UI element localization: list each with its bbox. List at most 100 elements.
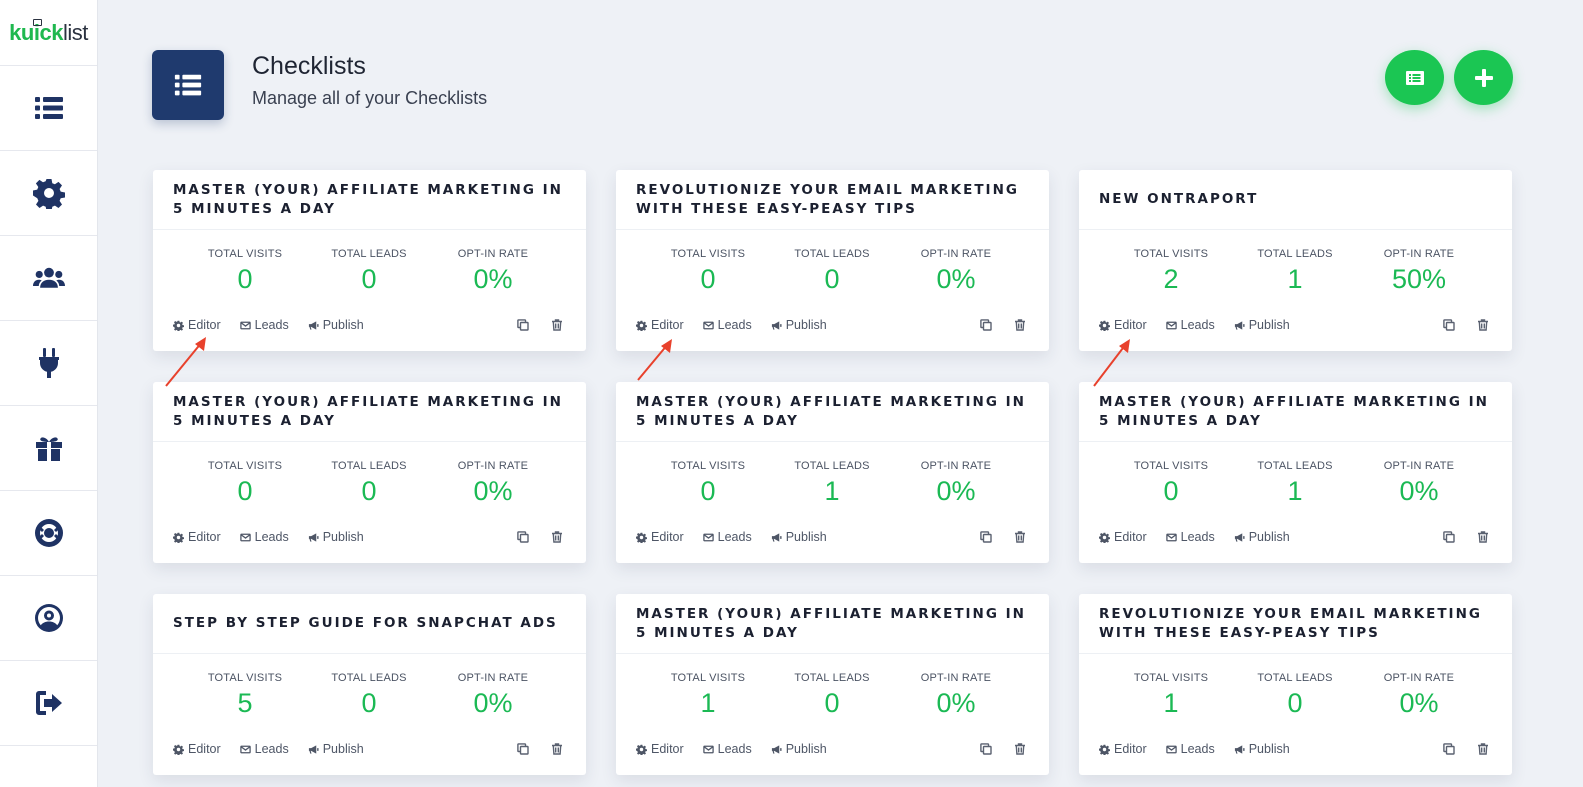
card-title[interactable]: MASTER (YOUR) AFFILIATE MARKETING IN 5 M… bbox=[636, 605, 1026, 641]
stat-value: 0% bbox=[1399, 476, 1439, 506]
leads-link[interactable]: Leads bbox=[239, 318, 289, 332]
stat-total-visits: TOTAL VISITS 0 bbox=[1109, 460, 1233, 507]
card-title[interactable]: MASTER (YOUR) AFFILIATE MARKETING IN 5 M… bbox=[636, 393, 1026, 429]
publish-link[interactable]: Publish bbox=[771, 742, 827, 756]
duplicate-button[interactable] bbox=[516, 530, 530, 544]
envelope-icon bbox=[239, 745, 251, 753]
gift-icon bbox=[35, 437, 62, 461]
card-title[interactable]: REVOLUTIONIZE YOUR EMAIL MARKETING WITH … bbox=[636, 181, 1019, 217]
publish-link[interactable]: Publish bbox=[1234, 530, 1290, 544]
leads-link[interactable]: Leads bbox=[702, 530, 752, 544]
delete-button[interactable] bbox=[1476, 318, 1490, 332]
stat-total-leads: TOTAL LEADS 0 bbox=[770, 248, 894, 295]
publish-label: Publish bbox=[1248, 742, 1290, 756]
stat-value: 1 bbox=[824, 476, 840, 506]
card-title[interactable]: STEP BY STEP GUIDE FOR SNAPCHAT ADS bbox=[173, 615, 558, 631]
card-header: REVOLUTIONIZE YOUR EMAIL MARKETING WITH … bbox=[1079, 594, 1512, 654]
checklist-card: MASTER (YOUR) AFFILIATE MARKETING IN 5 M… bbox=[153, 170, 586, 351]
gear-icon bbox=[173, 320, 184, 331]
plus-icon bbox=[1474, 68, 1493, 87]
sidebar-item-support[interactable] bbox=[0, 491, 97, 576]
sidebar-item-team[interactable] bbox=[0, 236, 97, 321]
duplicate-button[interactable] bbox=[516, 742, 530, 756]
checklist-card: REVOLUTIONIZE YOUR EMAIL MARKETING WITH … bbox=[1079, 594, 1512, 775]
publish-link[interactable]: Publish bbox=[771, 318, 827, 332]
logo[interactable]: kuicklist bbox=[0, 0, 97, 66]
editor-link[interactable]: Editor bbox=[1099, 318, 1147, 332]
card-header: STEP BY STEP GUIDE FOR SNAPCHAT ADS bbox=[153, 594, 586, 654]
trash-icon bbox=[1015, 531, 1025, 543]
leads-link[interactable]: Leads bbox=[239, 530, 289, 544]
bullhorn-icon bbox=[1234, 744, 1245, 754]
delete-button[interactable] bbox=[1013, 318, 1027, 332]
sidebar-item-settings[interactable] bbox=[0, 151, 97, 236]
editor-link[interactable]: Editor bbox=[636, 742, 684, 756]
leads-link[interactable]: Leads bbox=[239, 742, 289, 756]
delete-button[interactable] bbox=[1013, 742, 1027, 756]
stat-label: TOTAL VISITS bbox=[1133, 672, 1209, 684]
add-checklist-button[interactable] bbox=[1454, 50, 1513, 105]
leads-link[interactable]: Leads bbox=[702, 318, 752, 332]
editor-link[interactable]: Editor bbox=[1099, 742, 1147, 756]
card-title[interactable]: REVOLUTIONIZE YOUR EMAIL MARKETING WITH … bbox=[1099, 605, 1482, 641]
stat-label: TOTAL VISITS bbox=[207, 672, 283, 684]
sidebar-item-integrations[interactable] bbox=[0, 321, 97, 406]
view-list-button[interactable] bbox=[1385, 50, 1444, 105]
leads-link[interactable]: Leads bbox=[1165, 318, 1215, 332]
card-stats: TOTAL VISITS 0 TOTAL LEADS 0 OPT-IN RATE 0% bbox=[153, 248, 586, 295]
sidebar-item-checklists[interactable] bbox=[0, 66, 97, 151]
editor-link[interactable]: Editor bbox=[173, 530, 221, 544]
publish-link[interactable]: Publish bbox=[308, 530, 364, 544]
bullhorn-icon bbox=[308, 320, 319, 330]
leads-label: Leads bbox=[254, 742, 289, 756]
publish-link[interactable]: Publish bbox=[1234, 742, 1290, 756]
envelope-icon bbox=[702, 321, 714, 329]
card-stats: TOTAL VISITS 5 TOTAL LEADS 0 OPT-IN RATE 0% bbox=[153, 672, 586, 719]
card-title[interactable]: MASTER (YOUR) AFFILIATE MARKETING IN 5 M… bbox=[173, 393, 563, 429]
sidebar-item-logout[interactable] bbox=[0, 661, 97, 746]
publish-link[interactable]: Publish bbox=[771, 530, 827, 544]
card-actions: Editor Leads Publish bbox=[173, 742, 564, 756]
delete-button[interactable] bbox=[1476, 530, 1490, 544]
duplicate-button[interactable] bbox=[1442, 318, 1456, 332]
card-title[interactable]: NEW ONTRAPORT bbox=[1099, 191, 1259, 207]
card-title[interactable]: MASTER (YOUR) AFFILIATE MARKETING IN 5 M… bbox=[173, 181, 563, 217]
editor-link[interactable]: Editor bbox=[636, 530, 684, 544]
duplicate-button[interactable] bbox=[979, 318, 993, 332]
sidebar-item-account[interactable] bbox=[0, 576, 97, 661]
stat-total-visits: TOTAL VISITS 5 bbox=[183, 672, 307, 719]
stat-label: TOTAL VISITS bbox=[1133, 460, 1209, 472]
stat-label: TOTAL LEADS bbox=[331, 460, 407, 472]
card-title[interactable]: MASTER (YOUR) AFFILIATE MARKETING IN 5 M… bbox=[1099, 393, 1489, 429]
duplicate-button[interactable] bbox=[979, 742, 993, 756]
gear-icon bbox=[1099, 532, 1110, 543]
delete-button[interactable] bbox=[1476, 742, 1490, 756]
publish-link[interactable]: Publish bbox=[308, 318, 364, 332]
duplicate-button[interactable] bbox=[516, 318, 530, 332]
stat-value: 0 bbox=[824, 688, 840, 718]
publish-link[interactable]: Publish bbox=[1234, 318, 1290, 332]
editor-link[interactable]: Editor bbox=[173, 318, 221, 332]
duplicate-button[interactable] bbox=[979, 530, 993, 544]
gear-icon bbox=[173, 744, 184, 755]
publish-link[interactable]: Publish bbox=[308, 742, 364, 756]
leads-link[interactable]: Leads bbox=[1165, 530, 1215, 544]
duplicate-button[interactable] bbox=[1442, 530, 1456, 544]
editor-link[interactable]: Editor bbox=[636, 318, 684, 332]
editor-link[interactable]: Editor bbox=[1099, 530, 1147, 544]
stat-label: TOTAL LEADS bbox=[794, 460, 870, 472]
delete-button[interactable] bbox=[550, 530, 564, 544]
leads-link[interactable]: Leads bbox=[1165, 742, 1215, 756]
delete-button[interactable] bbox=[1013, 530, 1027, 544]
leads-link[interactable]: Leads bbox=[702, 742, 752, 756]
delete-button[interactable] bbox=[550, 318, 564, 332]
delete-button[interactable] bbox=[550, 742, 564, 756]
duplicate-icon bbox=[1443, 531, 1455, 543]
editor-link[interactable]: Editor bbox=[173, 742, 221, 756]
card-stats: TOTAL VISITS 1 TOTAL LEADS 0 OPT-IN RATE 0% bbox=[1079, 672, 1512, 719]
sidebar-item-rewards[interactable] bbox=[0, 406, 97, 491]
stat-value: 0% bbox=[473, 264, 513, 294]
logo-mark-icon bbox=[33, 19, 42, 26]
bullhorn-icon bbox=[308, 744, 319, 754]
duplicate-button[interactable] bbox=[1442, 742, 1456, 756]
